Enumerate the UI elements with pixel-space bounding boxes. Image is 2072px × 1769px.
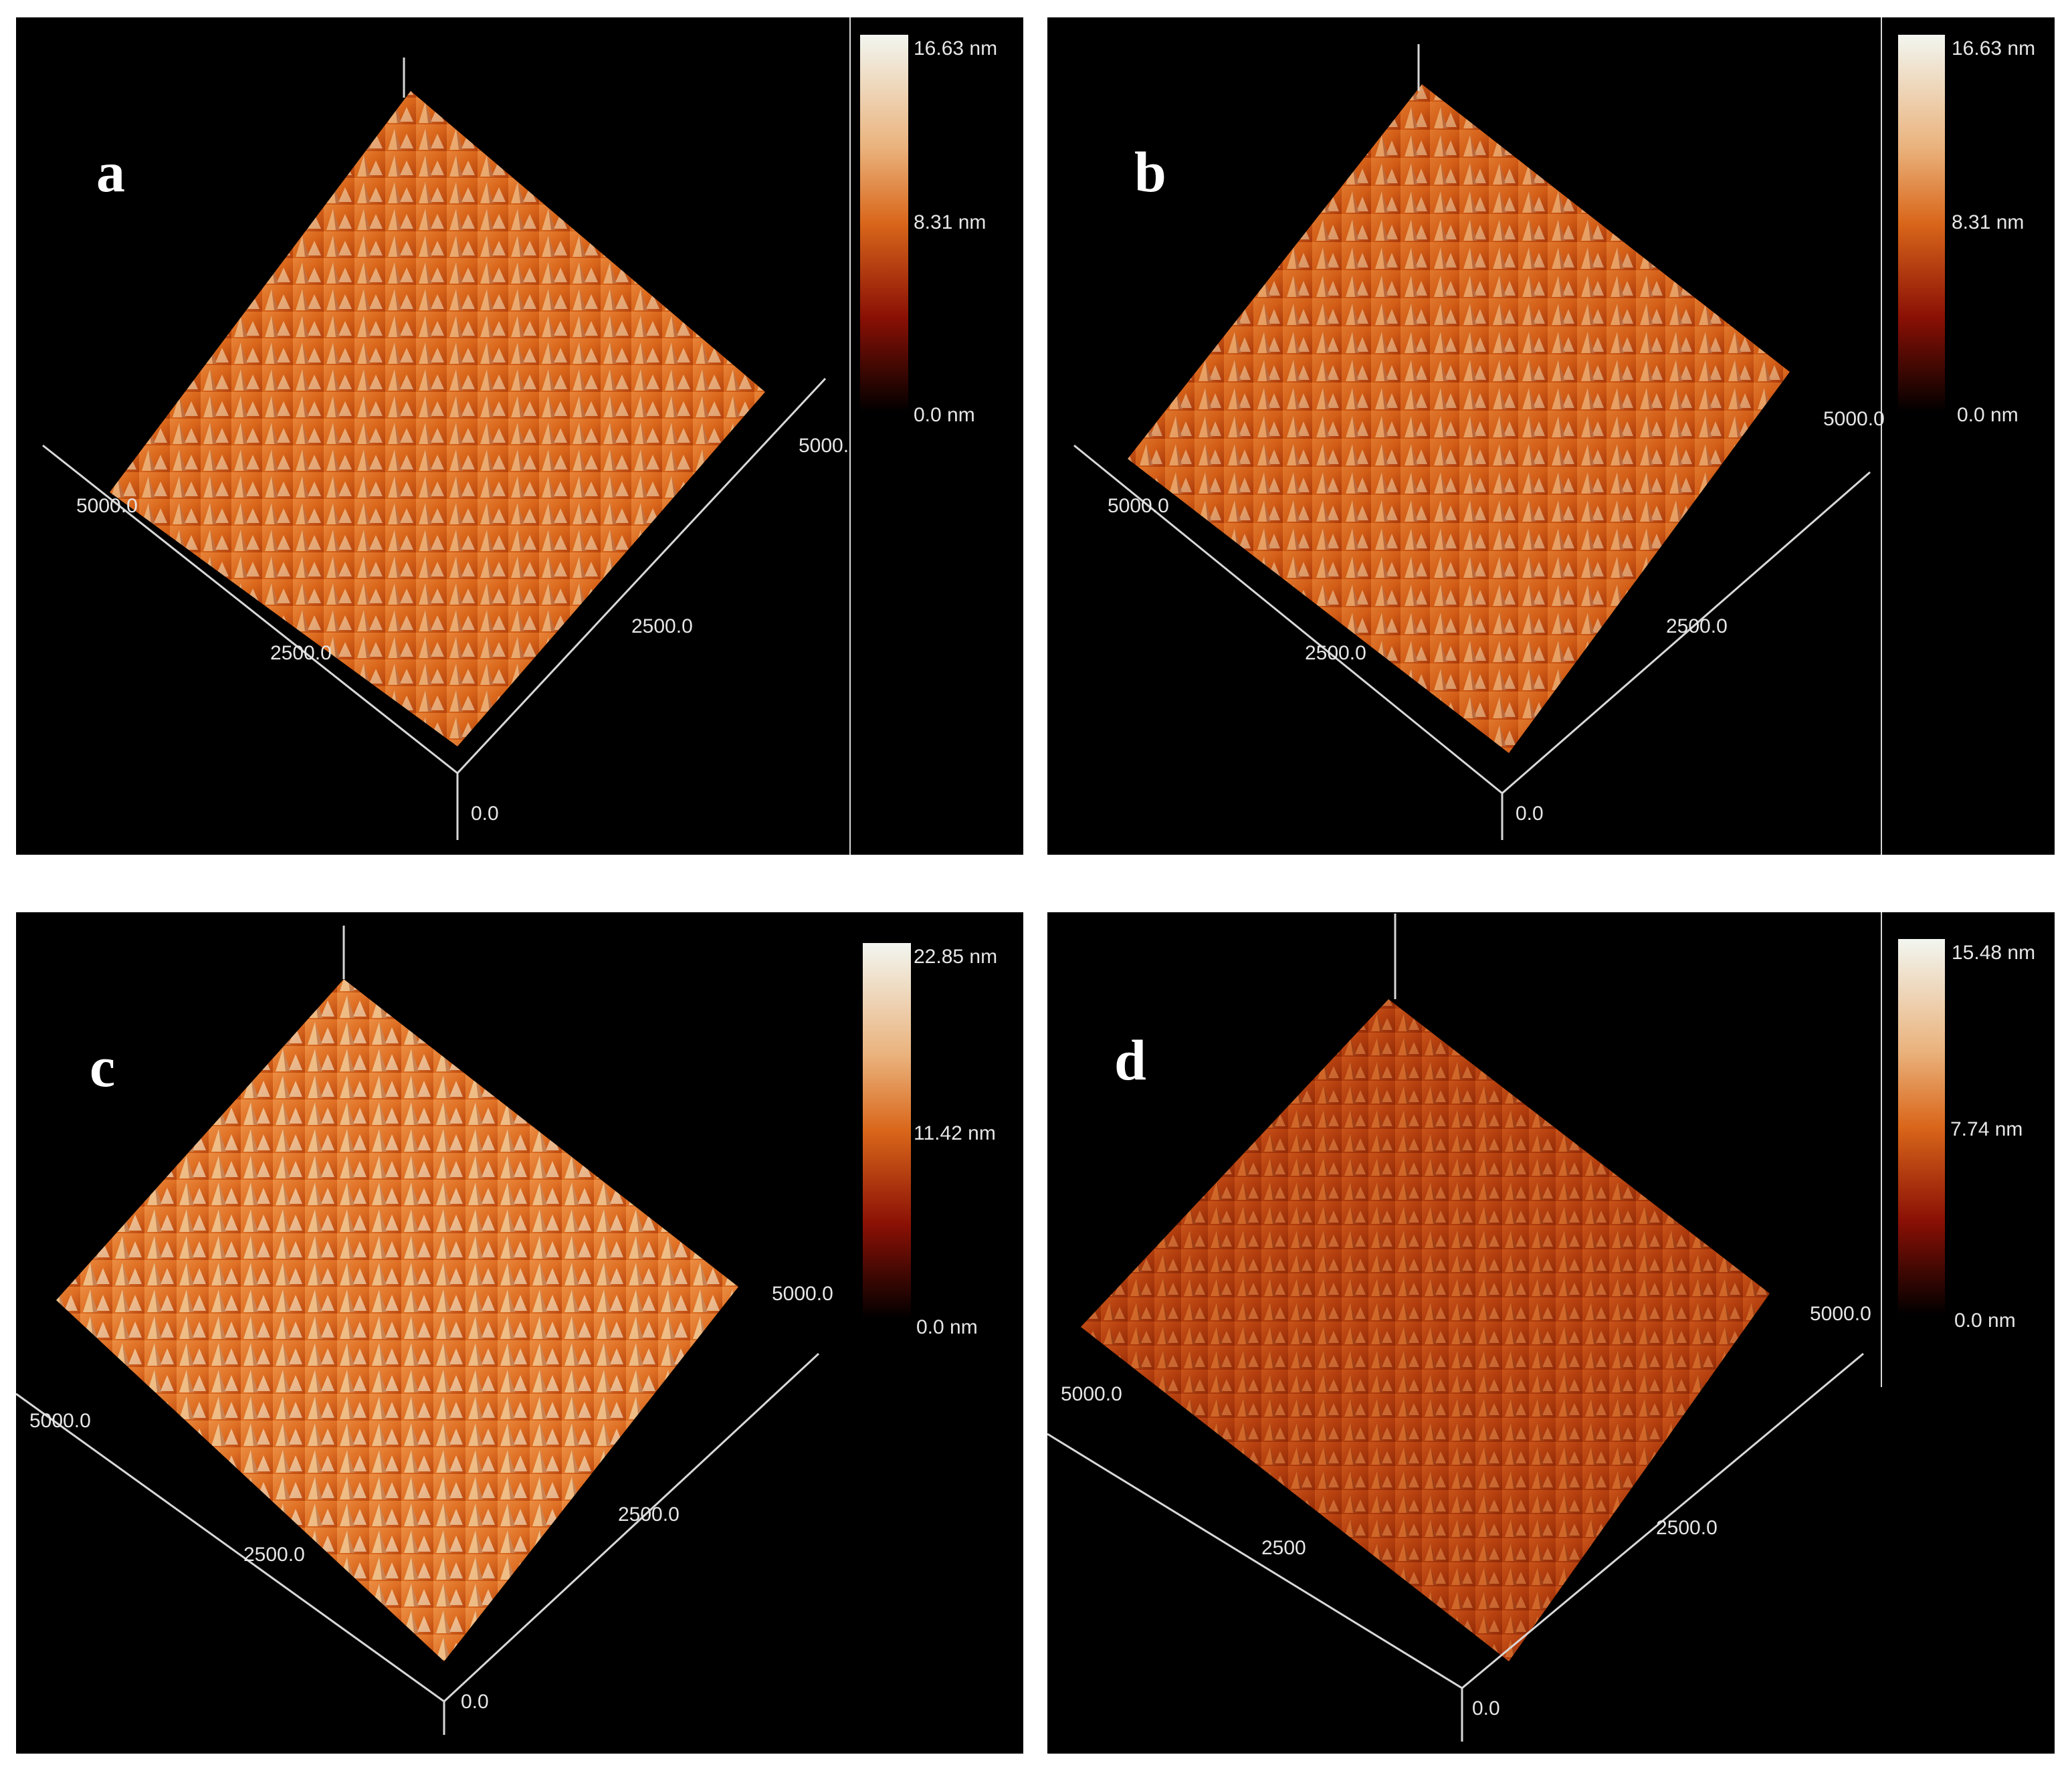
colorbar <box>860 35 908 412</box>
colorbar <box>1898 939 1945 1315</box>
colorbar-min-label: 0.0 nm <box>1957 404 2018 426</box>
colorbar <box>863 943 911 1319</box>
colorbar <box>1898 35 1945 412</box>
axis-right-label: 5000.0 <box>1823 408 1885 430</box>
axis-mid-right-label: 2500.0 <box>631 615 693 637</box>
axis-origin-label: 0.0 <box>1472 1697 1500 1720</box>
panel-letter: c <box>90 1035 115 1099</box>
panel-letter: b <box>1134 140 1166 204</box>
axis-right-label: 5000.0 <box>1810 1303 1871 1325</box>
colorbar-mid-label: 11.42 nm <box>914 1122 996 1144</box>
axis-origin-label: 0.0 <box>1516 803 1544 825</box>
colorbar-mid-label: 8.31 nm <box>914 211 986 233</box>
axis-right-label: 5000.0 <box>772 1283 833 1305</box>
colorbar-mid-label: 7.74 nm <box>1950 1118 2023 1140</box>
colorbar-min-label: 0.0 nm <box>916 1316 978 1338</box>
axis-mid-left-label: 2500.0 <box>270 642 332 664</box>
axis-mid-left-label: 2500.0 <box>243 1544 305 1566</box>
colorbar-max-label: 15.48 nm <box>1952 942 2035 964</box>
surface-topography <box>1128 84 1790 753</box>
axis-origin-label: 0.0 <box>461 1691 489 1713</box>
surface-topography <box>56 979 738 1661</box>
axis-left-label: 5000.0 <box>1061 1383 1122 1405</box>
axis-left-label: 5000.0 <box>1108 495 1169 517</box>
panel-letter: a <box>96 140 125 204</box>
axis-right-label: 5000. <box>799 435 849 457</box>
axis-mid-right-label: 2500.0 <box>1666 615 1728 637</box>
axis-origin-label: 0.0 <box>471 803 499 825</box>
colorbar-max-label: 16.63 nm <box>914 37 997 60</box>
panel-letter: d <box>1114 1028 1146 1092</box>
afm-panel-a: 16.63 nm 8.31 nm 0.0 nm a 5000.0 5000. 2… <box>16 17 1023 855</box>
surface-topography <box>110 91 765 746</box>
colorbar-min-label: 0.0 nm <box>1954 1310 2016 1332</box>
axis-mid-right-label: 2500.0 <box>1656 1517 1718 1539</box>
colorbar-mid-label: 8.31 nm <box>1952 211 2024 233</box>
axis-mid-left-label: 2500.0 <box>1305 642 1366 664</box>
afm-panel-d: 15.48 nm 7.74 nm 0.0 nm d 5000.0 5000.0 … <box>1047 912 2055 1754</box>
axis-left-label: 5000.0 <box>76 495 138 517</box>
colorbar-max-label: 16.63 nm <box>1952 37 2035 60</box>
axis-left-label: 5000.0 <box>29 1410 91 1432</box>
afm-panel-c: 22.85 nm 11.42 nm 0.0 nm c 5000.0 5000.0… <box>16 912 1023 1754</box>
colorbar-min-label: 0.0 nm <box>914 404 975 426</box>
afm-panel-b: 16.63 nm 8.31 nm 0.0 nm b 5000.0 5000.0 … <box>1047 17 2055 855</box>
axis-mid-left-label: 2500 <box>1261 1537 1306 1559</box>
surface-topography <box>1081 999 1770 1661</box>
axis-mid-right-label: 2500.0 <box>618 1503 680 1526</box>
colorbar-max-label: 22.85 nm <box>914 946 997 968</box>
